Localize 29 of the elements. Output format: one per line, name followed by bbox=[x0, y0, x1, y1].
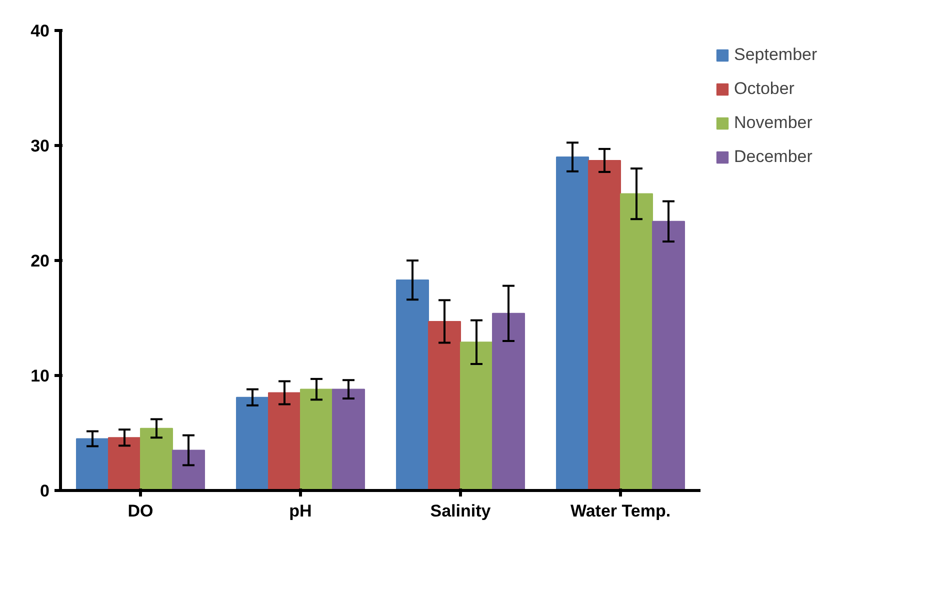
bar bbox=[236, 396, 269, 490]
y-tick-label: 20 bbox=[30, 252, 50, 270]
bar bbox=[140, 428, 173, 490]
bar bbox=[396, 280, 429, 490]
bar bbox=[492, 312, 525, 490]
bar bbox=[588, 160, 621, 490]
bar bbox=[268, 392, 301, 490]
bar bbox=[556, 156, 589, 490]
y-tick-label: 10 bbox=[30, 366, 50, 386]
bar bbox=[300, 388, 333, 490]
y-tick-label: 40 bbox=[30, 22, 50, 40]
y-tick-label: 30 bbox=[30, 136, 50, 156]
y-tick-label: 0 bbox=[40, 482, 50, 500]
legend-label: September bbox=[734, 45, 818, 65]
bar bbox=[652, 220, 685, 490]
bar bbox=[428, 320, 461, 490]
legend-label: November bbox=[734, 113, 812, 133]
bar bbox=[460, 342, 493, 490]
bar bbox=[620, 193, 653, 490]
legend-label: December bbox=[734, 147, 812, 167]
x-tick-label: Water Temp. bbox=[570, 502, 671, 520]
bar bbox=[76, 438, 109, 490]
legend-label: October bbox=[734, 79, 794, 99]
bar bbox=[332, 388, 365, 490]
x-tick-label: DO bbox=[128, 502, 154, 520]
x-tick-label: pH bbox=[289, 502, 312, 520]
bar bbox=[172, 450, 205, 490]
bar bbox=[108, 437, 141, 490]
x-tick-label: Salinity bbox=[430, 502, 492, 520]
